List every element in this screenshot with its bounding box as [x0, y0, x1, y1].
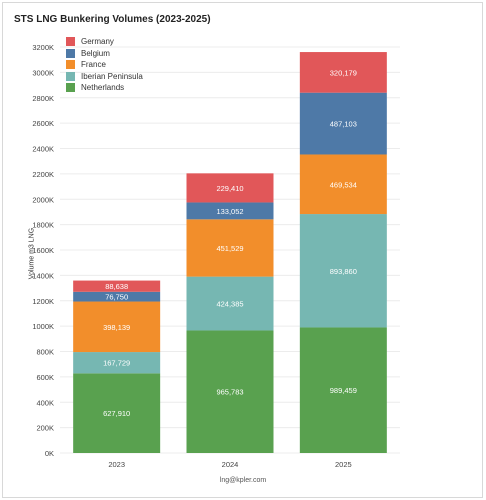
bar-segment [73, 291, 161, 302]
bar-segment [186, 276, 274, 331]
bar-value-label: 487,103 [330, 120, 357, 129]
y-tick-label: 2800K [32, 94, 54, 103]
y-tick-label: 2200K [32, 170, 54, 179]
x-axis-ticks: 2023 2024 2025 [108, 460, 351, 469]
bars: 627,910 167,729 398,139 76,750 88,638 965,783… [73, 52, 387, 453]
x-tick-label: 2023 [108, 460, 125, 469]
legend-item: Belgium [66, 48, 143, 60]
legend-label: Germany [81, 37, 114, 47]
y-tick-label: 200K [36, 424, 54, 433]
legend-swatch [66, 37, 75, 47]
bar-segment [73, 280, 161, 292]
bar-value-label: 76,750 [105, 293, 128, 302]
y-tick-label: 0K [45, 449, 54, 458]
bar-value-label: 965,783 [216, 388, 243, 397]
bar-value-label: 320,179 [330, 68, 357, 77]
legend-label: Netherlands [81, 83, 125, 93]
y-tick-label: 600K [36, 373, 54, 382]
bar-value-label: 989,459 [330, 386, 357, 395]
legend-item: France [66, 59, 143, 71]
legend-item: Netherlands [66, 82, 143, 94]
y-axis-ticks: 0K 200K 400K 600K 800K 1000K 1200K 1400K 1600K 18… [32, 43, 54, 458]
bar-segment [186, 330, 274, 453]
legend-item: Iberian Peninsula [66, 71, 143, 83]
bar-segment [299, 52, 387, 93]
footer-email: lng@kpler.com [219, 477, 267, 484]
bar-value-label: 133,052 [216, 207, 243, 216]
legend-label: Belgium [81, 48, 110, 58]
legend-item: Germany [66, 36, 143, 48]
y-tick-label: 2400K [32, 145, 54, 154]
bar-value-label: 451,529 [216, 244, 243, 253]
bar-segment [299, 92, 387, 155]
bar-segment [73, 301, 161, 353]
y-tick-label: 1400K [32, 271, 54, 280]
y-tick-label: 2600K [32, 119, 54, 128]
y-tick-label: 1600K [32, 246, 54, 255]
y-tick-label: 2000K [32, 195, 54, 204]
bar-segment [73, 352, 161, 374]
y-tick-label: 800K [36, 348, 54, 357]
bar-segment [299, 214, 387, 328]
legend-label: Iberian Peninsula [81, 71, 143, 81]
legend-swatch [66, 71, 75, 81]
bar-value-label: 229,410 [216, 184, 243, 193]
x-tick-label: 2025 [335, 460, 352, 469]
bar-value-label: 424,385 [216, 300, 243, 309]
y-tick-label: 400K [36, 398, 54, 407]
bar-segment [299, 154, 387, 215]
y-tick-label: 1200K [32, 297, 54, 306]
y-tick-label: 3200K [32, 43, 54, 52]
bar-segment [186, 202, 274, 220]
bar-segment [186, 173, 274, 203]
chart-title: STS LNG Bunkering Volumes (2023-2025) [14, 14, 211, 25]
legend-swatch [66, 60, 75, 70]
bar-value-label: 893,860 [330, 267, 357, 276]
y-tick-label: 3000K [32, 68, 54, 77]
bar-value-label: 88,638 [105, 282, 128, 291]
bar-segment [73, 373, 161, 453]
y-tick-label: 1800K [32, 221, 54, 230]
bar-value-label: 398,139 [103, 323, 130, 332]
bar-segment [186, 219, 274, 277]
bar-value-label: 627,910 [103, 409, 130, 418]
legend-label: France [81, 60, 106, 70]
legend-swatch [66, 83, 75, 93]
bar-value-label: 167,729 [103, 359, 130, 368]
legend-swatch [66, 48, 75, 58]
y-tick-label: 1000K [32, 322, 54, 331]
bar-segment [299, 327, 387, 453]
x-tick-label: 2024 [222, 460, 239, 469]
bar-value-label: 469,534 [330, 180, 357, 189]
legend: Germany Belgium France Iberian Peninsula Net… [66, 36, 143, 94]
